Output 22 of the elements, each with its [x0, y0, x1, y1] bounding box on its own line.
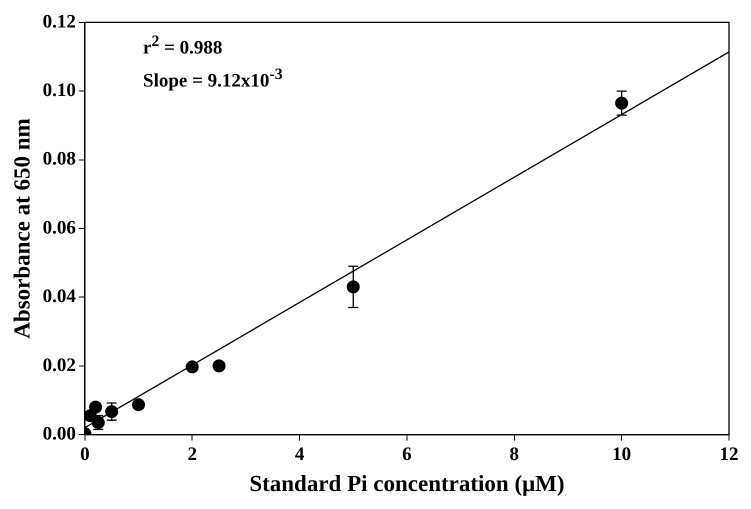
point — [186, 360, 199, 374]
x-tick-label: 4 — [294, 444, 305, 465]
annotation: r$^{2}$ = 0.988 — [143, 32, 224, 60]
x-tick-label: 12 — [720, 444, 738, 465]
x-tick-label: 8 — [510, 444, 520, 465]
y-tick-label: 0.02 — [42, 354, 76, 376]
point — [89, 400, 102, 414]
y-tick-label: 0.12 — [42, 11, 76, 32]
y-tick-label: 0.10 — [42, 80, 76, 102]
x-tick-label: 0 — [80, 444, 90, 465]
y-tick-label: 0.08 — [42, 148, 76, 170]
y-tick-label: 0.06 — [42, 217, 76, 238]
x-axis-title: Standard Pi concentration (μM) — [249, 471, 565, 496]
y-tick-label: 0.00 — [42, 424, 76, 445]
annotation: Slope = 9.12x10$^{-3}$ — [143, 65, 283, 94]
x-tick-label: 6 — [402, 444, 412, 465]
point — [212, 359, 226, 372]
x-tick-label: 2 — [187, 444, 197, 465]
x-tick-label: 10 — [612, 444, 632, 465]
y-tick-label: 0.04 — [42, 286, 76, 308]
point — [132, 398, 146, 412]
y-axis-title: Absorbance at 650 nm — [10, 118, 35, 339]
